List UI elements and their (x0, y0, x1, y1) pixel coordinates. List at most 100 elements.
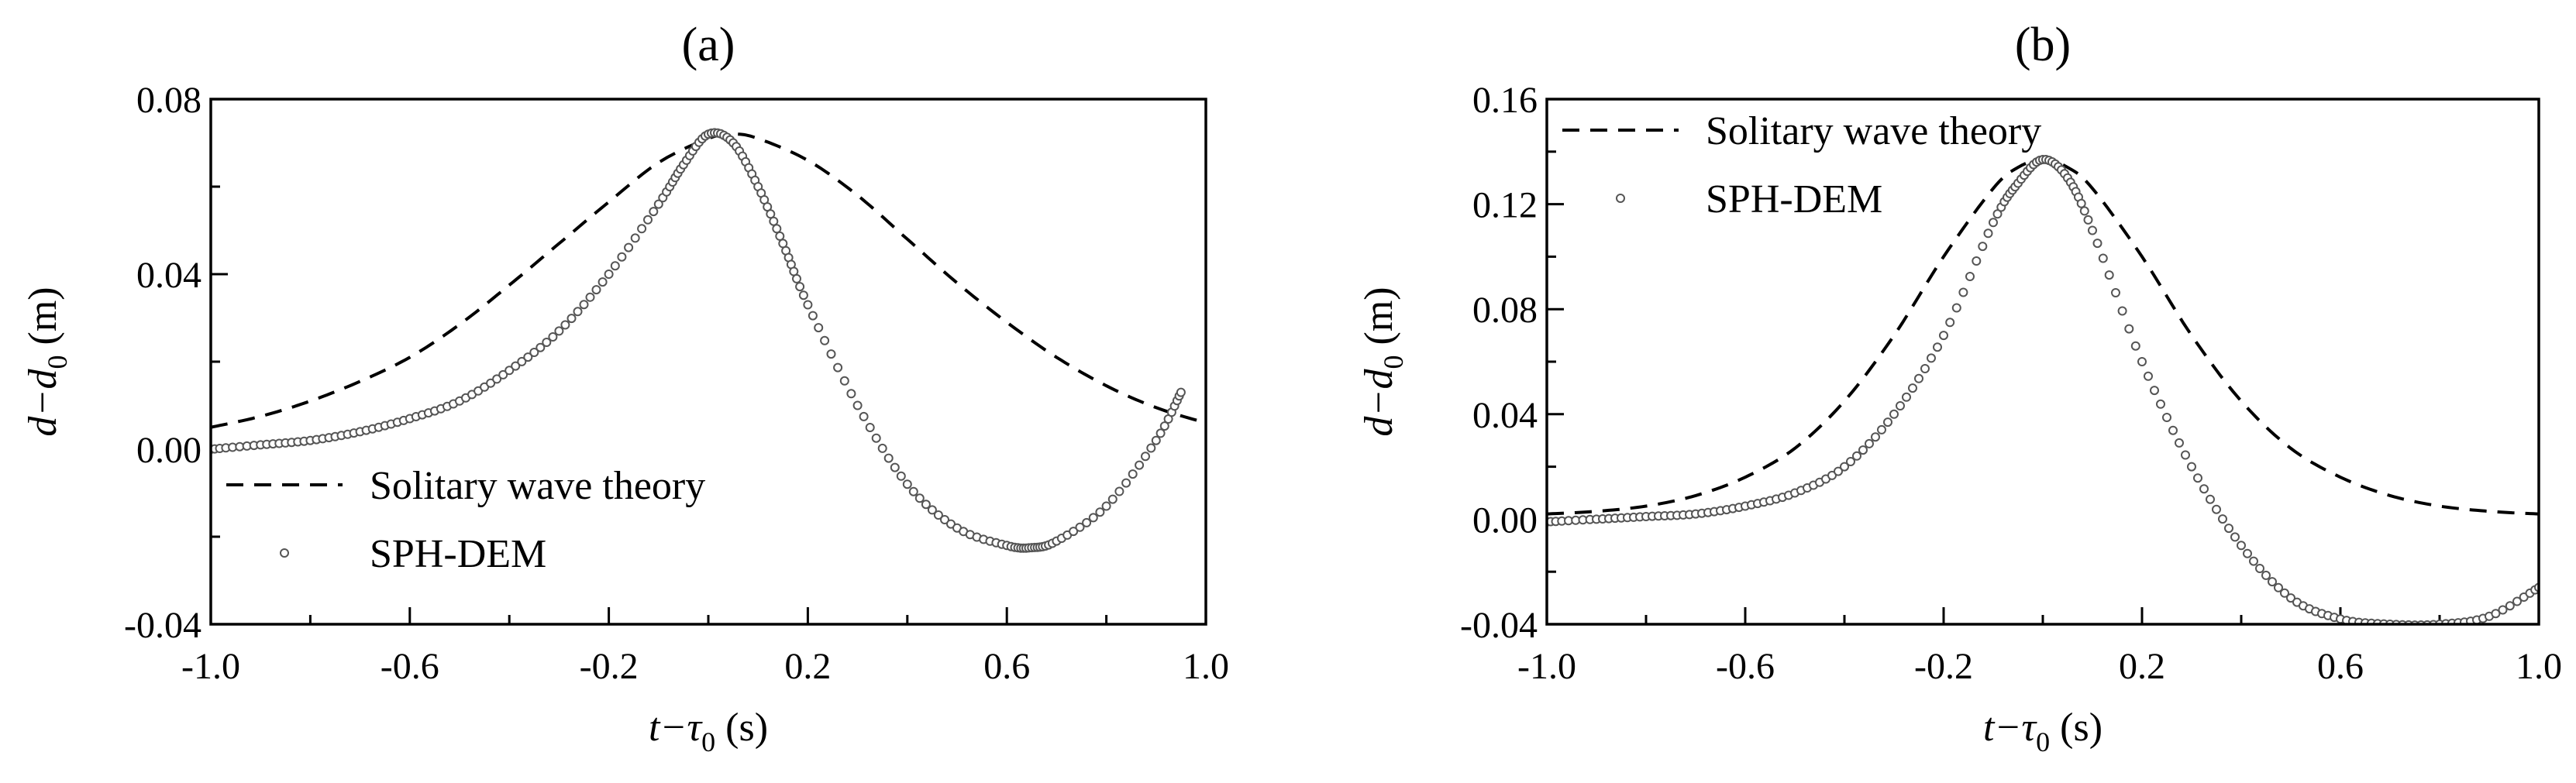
data-point (604, 270, 614, 279)
data-point (542, 338, 552, 347)
data-point (2206, 494, 2215, 504)
x-axis-label-unit: (s) (2050, 706, 2102, 750)
data-point (852, 400, 863, 410)
x-axis-label-main: t−τ (649, 706, 704, 750)
y-axis-label-unit: (m) (1357, 287, 1401, 355)
data-point (1101, 501, 1111, 511)
data-point (814, 323, 824, 333)
data-point (1846, 457, 1855, 466)
data-point (637, 224, 647, 234)
legend-label: Solitary wave theory (370, 464, 705, 508)
data-point (2181, 450, 2190, 460)
data-point (1121, 478, 1131, 488)
data-point (643, 215, 653, 225)
x-tick-label: -0.6 (1716, 646, 1775, 687)
x-tick-label: 0.2 (784, 646, 831, 687)
y-tick-label: -0.04 (1460, 605, 1538, 646)
data-point (890, 462, 900, 472)
x-tick-label: -0.2 (1914, 646, 1973, 687)
data-point (1871, 432, 1880, 442)
data-point (1852, 451, 1861, 461)
data-point (1095, 507, 1105, 517)
data-point (505, 366, 515, 376)
data-point (1159, 421, 1169, 431)
data-point (865, 423, 875, 432)
data-point (2193, 473, 2202, 483)
data-point (649, 207, 659, 217)
data-point (2199, 484, 2209, 494)
data-point (492, 374, 502, 384)
data-point (1939, 331, 1948, 341)
y-tick-label: -0.04 (124, 605, 201, 646)
data-point (1902, 392, 1911, 402)
data-point (1082, 517, 1092, 527)
x-axis-label: t−τ0 (s) (1983, 706, 2102, 757)
data-point (921, 500, 931, 510)
data-point (2491, 609, 2501, 619)
x-axis-label-subscript: 0 (701, 726, 715, 757)
data-point (896, 471, 906, 481)
data-point (1135, 460, 1145, 470)
data-point (1972, 256, 1982, 266)
x-tick-label: 0.6 (983, 646, 1030, 687)
data-point (2083, 215, 2093, 225)
data-point (914, 493, 925, 503)
data-point (1114, 486, 1124, 496)
legend-label: SPH-DEM (370, 532, 546, 576)
data-point (908, 486, 918, 496)
data-point (630, 233, 640, 243)
data-point (1914, 373, 1923, 383)
data-point (2092, 239, 2102, 249)
data-point (1834, 466, 1843, 476)
data-point (486, 378, 496, 388)
data-point (2076, 198, 2086, 208)
data-point (2218, 514, 2227, 524)
data-point (1176, 387, 1186, 397)
data-point (1107, 494, 1118, 504)
data-point (579, 300, 589, 310)
y-tick-label: 0.12 (1472, 185, 1538, 226)
data-point (2117, 306, 2127, 316)
data-point (1858, 445, 1868, 455)
data-point (2505, 601, 2515, 611)
data-point (2137, 357, 2147, 366)
data-point (2261, 570, 2271, 580)
x-tick-label: 0.6 (2317, 646, 2364, 687)
data-point (826, 349, 836, 359)
legend-label: Solitary wave theory (1706, 109, 2041, 153)
data-point (567, 314, 577, 324)
data-point (792, 273, 801, 283)
data-point (1155, 428, 1166, 438)
data-point (940, 515, 949, 524)
data-point (548, 332, 558, 342)
x-tick-label: 0.2 (2119, 646, 2165, 687)
data-point (2130, 341, 2140, 351)
data-point (2088, 225, 2097, 235)
data-point (2104, 270, 2114, 280)
data-point (2156, 399, 2165, 409)
data-point (2255, 564, 2264, 573)
data-point (498, 369, 508, 379)
y-axis-label-subscript: 0 (1378, 355, 1409, 369)
data-point (591, 285, 601, 295)
data-point (820, 335, 830, 345)
data-point (859, 411, 869, 421)
x-tick-label: -1.0 (1517, 646, 1576, 687)
data-point (1896, 401, 1905, 410)
data-point (1983, 228, 1993, 239)
data-point (2111, 288, 2120, 297)
data-point (846, 389, 856, 399)
data-point (798, 290, 808, 300)
data-point (517, 356, 527, 366)
y-tick-label: 0.08 (1472, 290, 1538, 331)
data-point (933, 510, 943, 520)
data-point (877, 443, 887, 453)
data-point (653, 199, 663, 209)
data-point (1989, 218, 1998, 228)
y-tick-label: 0.04 (1472, 395, 1538, 436)
data-point (1889, 409, 1899, 419)
data-point (2237, 541, 2246, 551)
data-point (2243, 548, 2252, 558)
